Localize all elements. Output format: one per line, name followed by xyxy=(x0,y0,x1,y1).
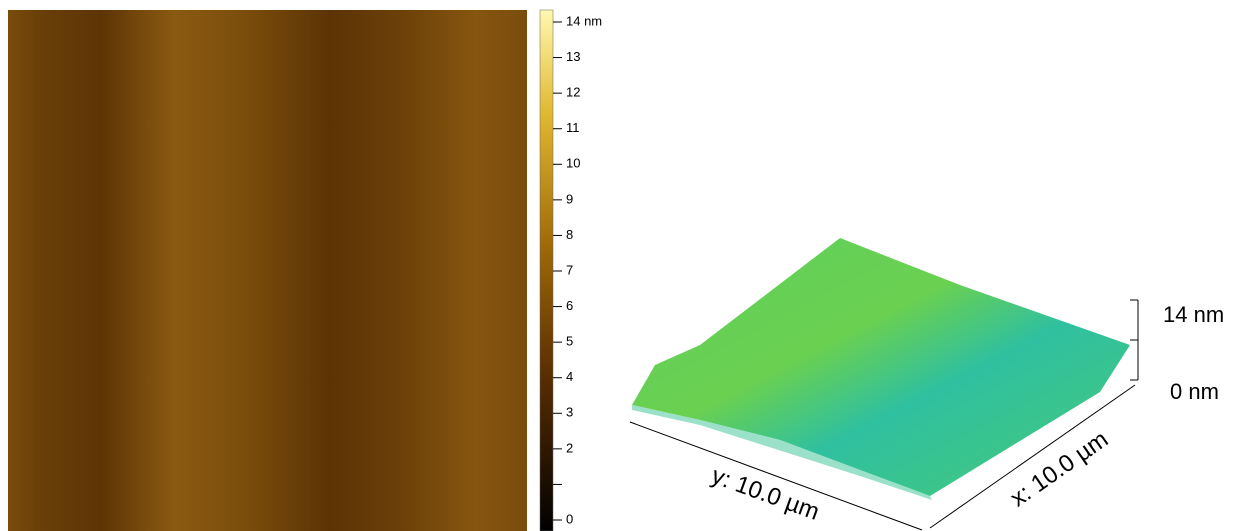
colorbar-tick-label: 2 xyxy=(566,440,573,455)
colorbar-tick-label: 3 xyxy=(566,405,573,420)
colorbar-tick-label: 10 xyxy=(566,156,580,171)
colorbar-tick-label: 11 xyxy=(566,120,580,135)
colorbar-tick-label: 8 xyxy=(566,227,573,242)
colorbar-tick-label: 9 xyxy=(566,191,573,206)
colorbar-tick-label: 5 xyxy=(566,334,573,349)
colorbar-tick-label: 6 xyxy=(566,298,573,313)
z-max-label: 14 nm xyxy=(1163,302,1224,327)
colorbar xyxy=(540,10,553,531)
colorbar-tick-label: 4 xyxy=(566,369,573,384)
page: 0234567891011121314 nm 14 nm 0 nm y: 10.… xyxy=(0,0,1259,531)
colorbar-tick-label: 7 xyxy=(566,262,573,277)
z-min-label: 0 nm xyxy=(1170,379,1219,404)
colorbar-tick-label: 14 nm xyxy=(566,13,602,28)
colorbar-tick-label: 13 xyxy=(566,49,580,64)
colorbar-tick-label: 0 xyxy=(566,511,573,526)
height-map xyxy=(8,10,527,531)
colorbar-tick-label: 12 xyxy=(566,85,580,100)
colorbar-ticks: 0 2 3 4 5 6 7 8 9 10 11 12 13 14 nm xyxy=(553,13,602,526)
